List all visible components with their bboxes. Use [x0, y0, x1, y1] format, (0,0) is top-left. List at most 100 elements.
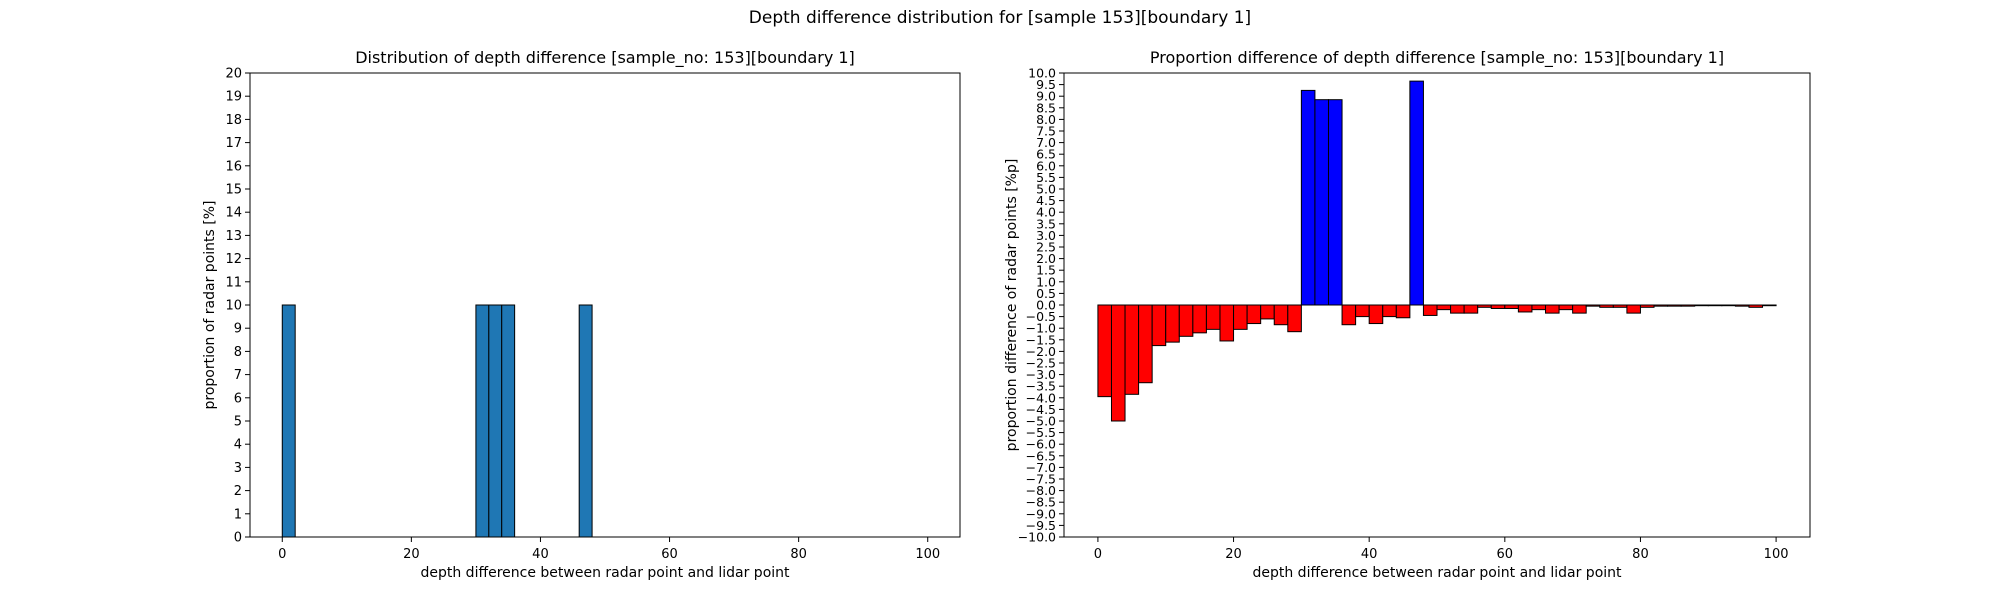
y-tick-label: −3.0 [1026, 367, 1056, 382]
y-tick-label: 13 [225, 229, 242, 244]
histogram-bar [501, 304, 516, 538]
negative-bar [1355, 304, 1370, 318]
x-axis-label: depth difference between radar point and… [1252, 565, 1622, 581]
y-tick-label: −5.0 [1026, 414, 1056, 429]
negative-bar [1110, 304, 1126, 422]
y-tick-label: −5.5 [1026, 425, 1056, 440]
negative-bar [1219, 304, 1235, 342]
chart-title: Proportion difference of depth differenc… [1150, 48, 1724, 68]
y-tick-label: 7 [234, 368, 242, 383]
negative-bar [1558, 304, 1574, 311]
y-tick-label: 5.5 [1036, 170, 1056, 185]
y-tick-label: 17 [225, 136, 242, 151]
y-tick-label: −1.0 [1026, 321, 1056, 336]
y-tick-label: −4.5 [1026, 402, 1056, 417]
negative-bar [1233, 304, 1248, 330]
y-tick-label: 18 [225, 113, 242, 128]
y-tick-label: 1.5 [1036, 263, 1056, 278]
negative-bar [1097, 304, 1112, 398]
x-tick-label: 40 [1361, 547, 1378, 562]
x-tick-label: 60 [661, 547, 678, 562]
negative-bar [1748, 304, 1764, 308]
positive-bar [1300, 89, 1316, 306]
y-tick-label: 0.0 [1036, 298, 1056, 313]
negative-bar [1124, 304, 1140, 395]
y-tick-label: −8.0 [1026, 483, 1056, 498]
negative-bar [1368, 304, 1384, 325]
negative-bar [1667, 304, 1682, 307]
figure-title: Depth difference distribution for [sampl… [748, 8, 1252, 28]
y-tick-label: 12 [225, 252, 242, 267]
negative-bar [1680, 304, 1696, 307]
negative-bar [1205, 304, 1221, 330]
y-tick-label: 9.5 [1036, 77, 1056, 92]
negative-bar [1599, 304, 1614, 308]
negative-bar [1382, 304, 1397, 318]
negative-bar [1626, 304, 1641, 314]
y-axis-label: proportion difference of radar points [%… [1004, 159, 1020, 452]
y-tick-label: 1 [234, 507, 242, 522]
x-tick-label: 40 [532, 547, 549, 562]
y-tick-label: 6 [234, 391, 242, 406]
negative-bar [1463, 304, 1479, 314]
y-tick-label: 6.5 [1036, 147, 1056, 162]
x-tick-label: 80 [790, 547, 807, 562]
negative-bar [1517, 304, 1533, 313]
negative-bar [1707, 304, 1723, 307]
negative-bar [1422, 304, 1438, 316]
y-tick-label: −9.0 [1026, 506, 1056, 521]
negative-bar [1436, 304, 1452, 311]
y-tick-label: 10 [225, 299, 242, 314]
y-tick-label: 10.0 [1028, 66, 1056, 81]
negative-bar [1273, 304, 1289, 326]
y-tick-label: 3 [234, 461, 242, 476]
y-tick-label: 2.0 [1036, 251, 1056, 266]
y-tick-label: 8 [234, 345, 242, 360]
negative-bar [1504, 304, 1519, 309]
chart-2: Proportion difference of depth differenc… [1004, 48, 1811, 581]
y-tick-label: 19 [225, 90, 242, 105]
y-tick-label: −2.0 [1026, 344, 1056, 359]
x-tick-label: 100 [1764, 547, 1789, 562]
negative-bar [1178, 304, 1194, 337]
y-tick-label: 4.0 [1036, 205, 1056, 220]
positive-bar [1409, 80, 1424, 306]
negative-bar [1395, 304, 1411, 319]
negative-bar [1721, 304, 1736, 307]
chart-title: Distribution of depth difference [sample… [355, 48, 855, 68]
y-tick-label: 7.0 [1036, 135, 1056, 150]
y-tick-label: −7.0 [1026, 460, 1056, 475]
histogram-bar [488, 304, 503, 538]
negative-bar [1734, 304, 1750, 307]
y-tick-label: 2 [234, 484, 242, 499]
negative-bar [1165, 304, 1180, 343]
y-tick-label: 6.0 [1036, 158, 1056, 173]
negative-bar [1138, 304, 1153, 384]
y-tick-label: 16 [225, 159, 242, 174]
y-tick-label: −9.5 [1026, 518, 1056, 533]
y-tick-label: −1.5 [1026, 332, 1056, 347]
y-tick-label: −10.0 [1018, 530, 1056, 545]
negative-bar [1341, 304, 1357, 326]
y-tick-label: 5 [234, 415, 242, 430]
y-tick-label: −6.0 [1026, 437, 1056, 452]
negative-bar [1477, 304, 1492, 308]
y-tick-label: 4.5 [1036, 193, 1056, 208]
negative-bar [1531, 304, 1547, 311]
y-tick-label: 20 [225, 67, 242, 82]
positive-bar [1327, 99, 1343, 306]
negative-bar [1192, 304, 1207, 334]
negative-bar [1585, 304, 1601, 307]
x-tick-label: 20 [403, 547, 420, 562]
y-tick-label: 4 [234, 438, 242, 453]
y-tick-label: −4.0 [1026, 390, 1056, 405]
y-tick-label: 14 [225, 206, 242, 221]
y-tick-label: −7.5 [1026, 472, 1056, 487]
x-tick-label: 20 [1225, 547, 1242, 562]
negative-bar [1287, 304, 1302, 333]
y-tick-label: 7.5 [1036, 124, 1056, 139]
y-tick-label: −2.5 [1026, 356, 1056, 371]
x-tick-label: 60 [1497, 547, 1514, 562]
histogram-bar [475, 304, 490, 538]
histogram-bar [281, 304, 296, 538]
